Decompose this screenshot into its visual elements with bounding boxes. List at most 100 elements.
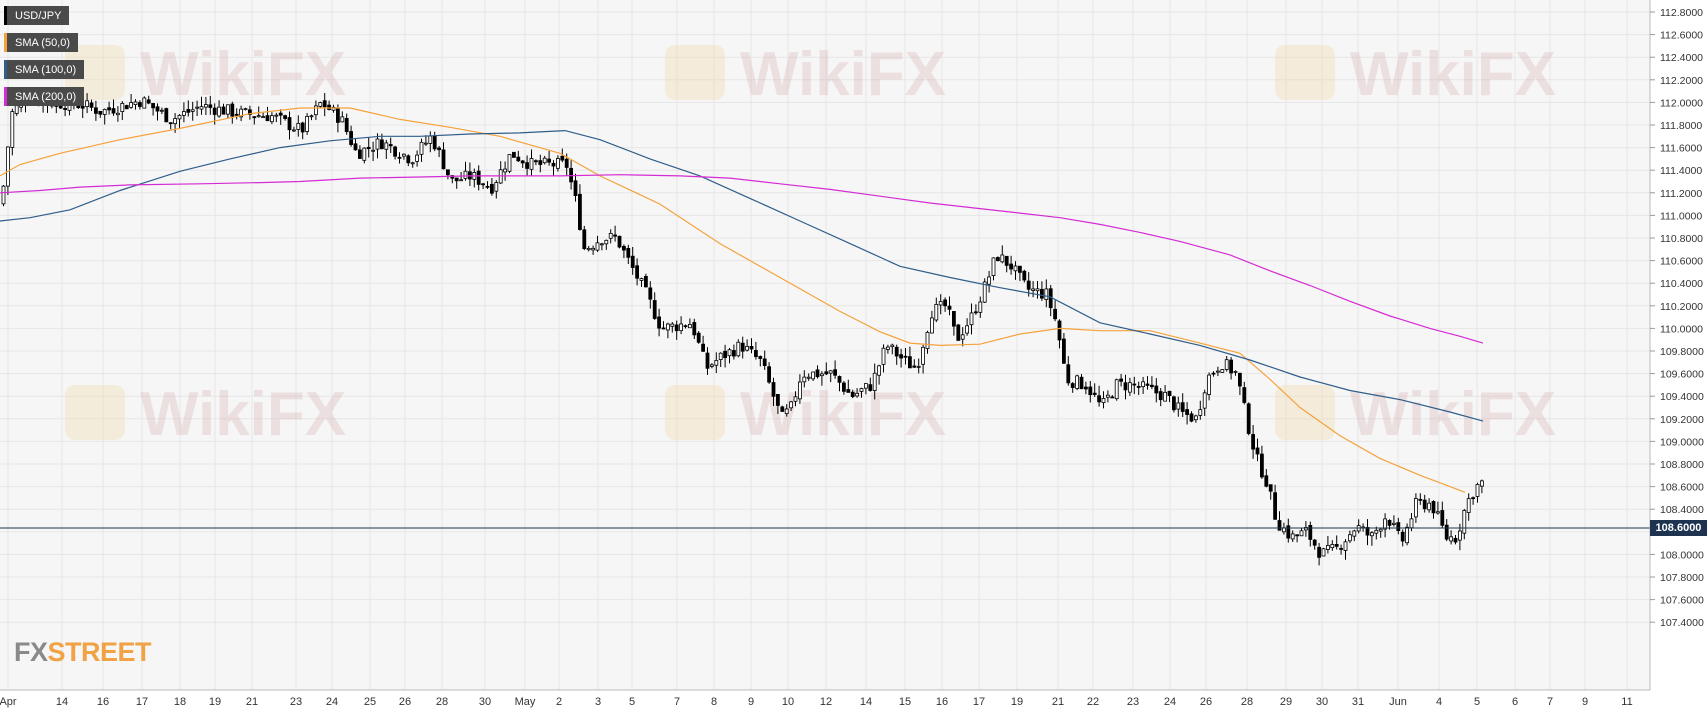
- candle-body: [630, 255, 635, 268]
- candle-body: [859, 388, 864, 392]
- candle-body: [1172, 396, 1176, 411]
- candle-body: [1321, 548, 1326, 557]
- candle-body: [1101, 398, 1106, 404]
- candle-body: [670, 323, 675, 327]
- legend-item-usdjpy[interactable]: USD/JPY: [4, 6, 70, 25]
- legend-item-sma50[interactable]: SMA (50,0): [4, 33, 79, 52]
- wikifx-watermark: WikiFX: [1275, 40, 1556, 109]
- candle-body: [740, 342, 745, 352]
- candle-body: [1462, 510, 1467, 534]
- candle-body: [1207, 374, 1211, 395]
- watermark-text: WikiFX: [140, 40, 346, 109]
- y-tick-label: 111.2000: [1660, 188, 1702, 200]
- candle-body: [252, 116, 257, 119]
- x-tick-label: 9: [748, 696, 754, 708]
- candle-body: [1246, 403, 1251, 434]
- legend-item-sma200[interactable]: SMA (200,0): [4, 87, 85, 106]
- candle-body: [639, 278, 644, 281]
- candle-body: [542, 157, 547, 164]
- x-tick-label: 24: [1164, 696, 1176, 708]
- candle-body: [1339, 548, 1343, 550]
- candle-body: [410, 162, 415, 165]
- x-axis-ticks: Apr 14 16 17 18 19 21 23 24 25 26 28 30 May 2 3 5 7 8 9 10 12…: [0, 696, 1633, 708]
- candle-body: [657, 316, 661, 329]
- candle-body: [120, 102, 125, 112]
- candle-body: [1308, 525, 1313, 540]
- candle-body: [648, 287, 653, 300]
- watermark-badge: [665, 45, 725, 100]
- candle-body: [1123, 382, 1128, 391]
- wikifx-watermark: WikiFX: [665, 40, 946, 109]
- candle-body: [974, 311, 978, 314]
- y-tick-label: 108.8000: [1660, 459, 1704, 471]
- x-tick-label: 14: [860, 696, 872, 708]
- candle-body: [824, 371, 829, 375]
- candle-body: [556, 158, 560, 169]
- candle-body: [837, 376, 842, 383]
- candle-body: [164, 108, 169, 123]
- candle-body: [1436, 511, 1440, 514]
- candle-body: [256, 115, 261, 118]
- candle-body: [305, 116, 310, 132]
- x-tick-label: 17: [973, 696, 985, 708]
- candle-body: [1106, 394, 1110, 398]
- candle-body: [956, 324, 961, 341]
- y-tick-label: 107.4000: [1660, 617, 1704, 629]
- x-tick-label: 30: [1316, 696, 1328, 708]
- candle-body: [309, 115, 314, 118]
- candle-body: [1022, 270, 1027, 281]
- candle-body: [1365, 527, 1370, 536]
- candle-body: [503, 168, 508, 173]
- candle-body: [784, 408, 789, 415]
- candle-body: [1136, 386, 1141, 388]
- candle-body: [265, 115, 270, 122]
- candle-body: [608, 232, 613, 239]
- candle-body: [1066, 364, 1071, 384]
- candle-body: [1383, 518, 1387, 530]
- candle-body: [371, 149, 376, 152]
- candle-body: [732, 350, 736, 357]
- candle-body: [107, 107, 111, 111]
- y-tick-label: 107.8000: [1660, 572, 1704, 584]
- y-tick-label: 109.6000: [1660, 369, 1704, 381]
- candle-body: [652, 300, 657, 319]
- candle-body: [908, 356, 912, 369]
- candle-body: [1233, 371, 1238, 373]
- candle-body: [1211, 372, 1216, 375]
- candle-body: [745, 346, 749, 351]
- candle-body: [749, 345, 754, 350]
- x-tick-label: 31: [1352, 696, 1364, 708]
- candle-body: [63, 108, 67, 110]
- candle-body: [793, 396, 798, 402]
- candle-body: [1370, 532, 1374, 537]
- candle-body: [415, 154, 420, 162]
- wikifx-watermark: WikiFX: [1275, 380, 1556, 449]
- candle-body: [1480, 480, 1484, 487]
- candle-body: [1229, 359, 1233, 374]
- candle-body: [591, 247, 595, 251]
- candle-body: [463, 170, 468, 179]
- candle-body: [476, 170, 481, 185]
- candle-body: [622, 245, 626, 251]
- candle-body: [102, 108, 107, 115]
- y-tick-label: 109.4000: [1660, 391, 1704, 403]
- candle-body: [996, 257, 1000, 262]
- candle-body: [850, 391, 855, 398]
- candle-body: [142, 97, 147, 109]
- watermark-text: WikiFX: [140, 380, 346, 449]
- candle-body: [1440, 510, 1445, 526]
- sma-line: [0, 107, 1466, 493]
- candle-body: [239, 108, 244, 118]
- candle-body: [1031, 288, 1035, 291]
- y-tick-label: 110.2000: [1660, 301, 1703, 313]
- candle-body: [1405, 526, 1409, 544]
- candle-body: [767, 366, 771, 383]
- candle-body: [137, 102, 142, 107]
- candle-body: [692, 322, 697, 336]
- candle-body: [890, 344, 895, 348]
- candle-body: [877, 365, 881, 376]
- legend-item-sma100[interactable]: SMA (100,0): [4, 60, 85, 79]
- x-tick-label: 23: [290, 696, 302, 708]
- candle-body: [516, 156, 521, 162]
